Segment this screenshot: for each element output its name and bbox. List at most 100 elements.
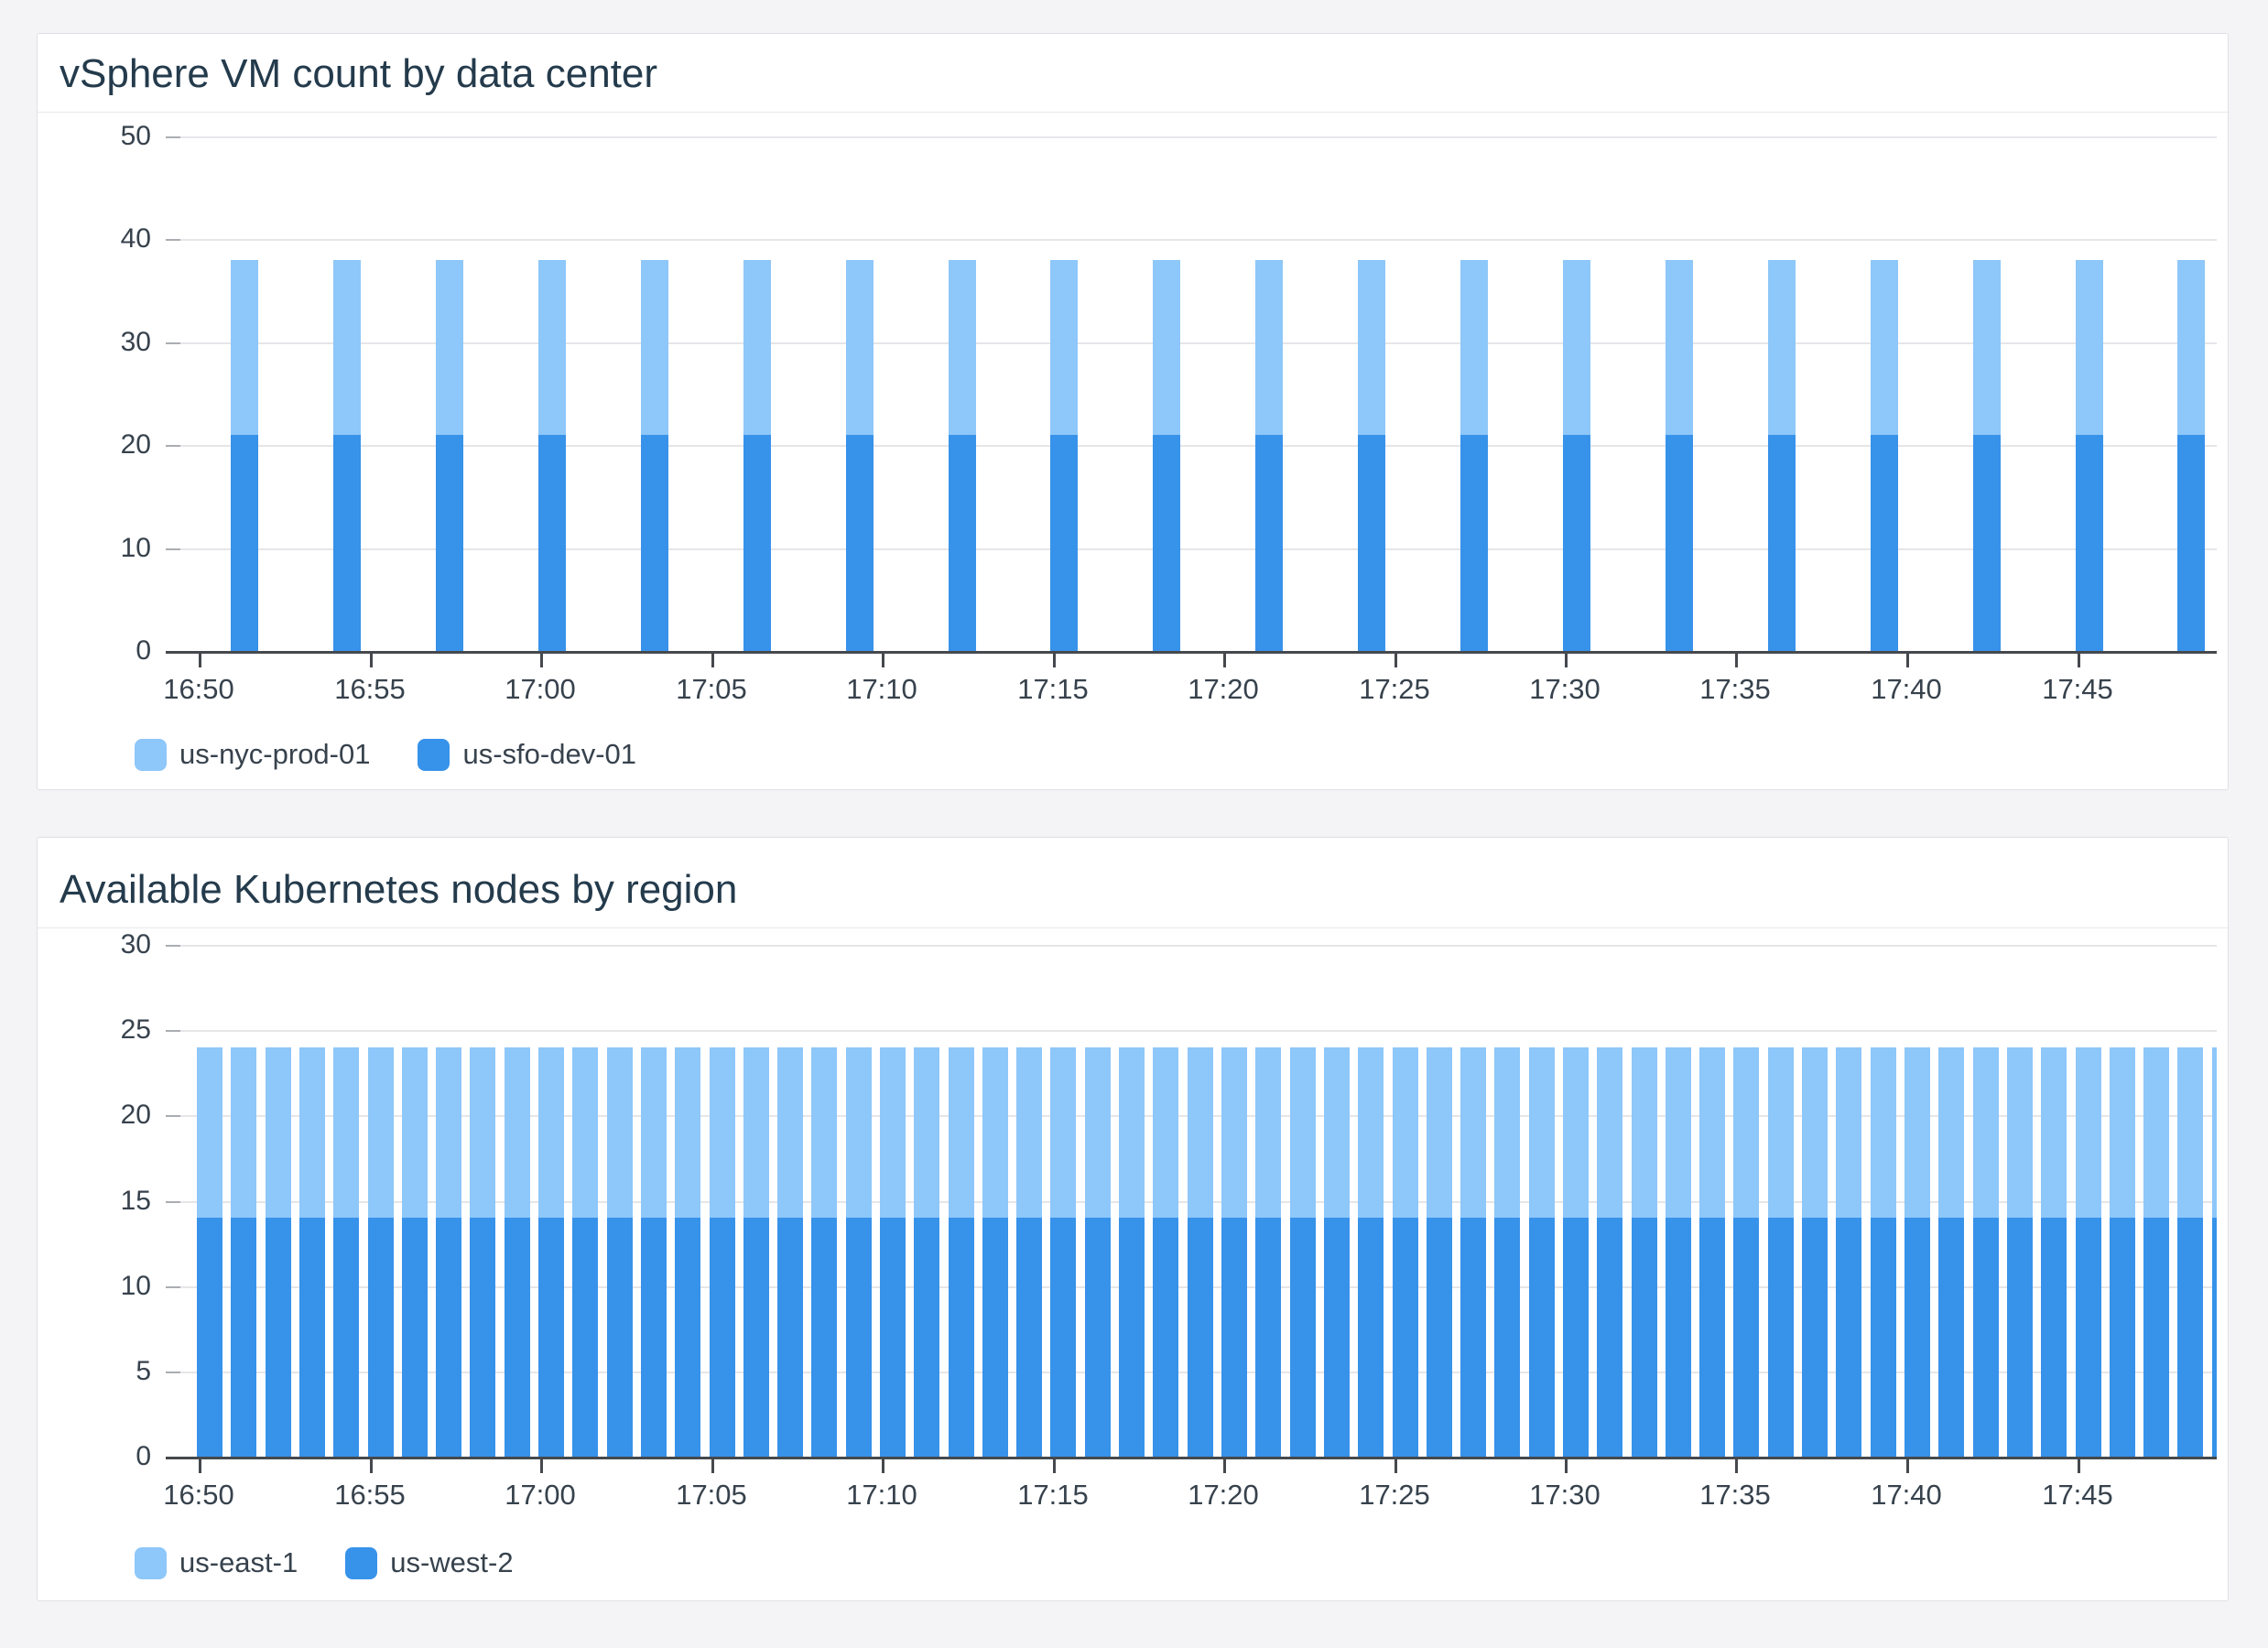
bar — [1494, 1047, 1520, 1457]
bar-segment-us-east-1 — [2041, 1047, 2067, 1218]
bar-segment-us-west-2 — [470, 1218, 495, 1457]
x-axis-label: 17:10 — [846, 1479, 917, 1511]
y-axis-tick — [166, 1030, 180, 1032]
bar-segment-us-west-2 — [2143, 1218, 2169, 1457]
x-axis-tick — [1735, 1459, 1738, 1473]
x-axis-tick — [1906, 1459, 1909, 1473]
y-axis-tick — [166, 1286, 180, 1288]
legend-label: us-sfo-dev-01 — [462, 738, 637, 770]
bar-segment-us-west-2 — [1085, 1218, 1111, 1457]
panel-title: vSphere VM count by data center — [60, 51, 658, 96]
bar — [1393, 1047, 1418, 1457]
legend-item-us-nyc-prod-01[interactable]: us-nyc-prod-01 — [135, 738, 370, 771]
bar — [2041, 1047, 2067, 1457]
bar-segment-us-east-1 — [1460, 1047, 1486, 1218]
x-axis-tick — [1565, 654, 1568, 667]
legend-swatch-icon — [135, 1546, 167, 1579]
bar-segment-us-east-1 — [1733, 1047, 1759, 1218]
legend-swatch-icon — [418, 738, 450, 771]
bar-segment-us-east-1 — [1393, 1047, 1418, 1218]
x-axis-label: 17:10 — [846, 673, 917, 705]
bar-segment-us-sfo-dev-01 — [1358, 435, 1385, 651]
panel-k8s-nodes: Available Kubernetes nodes by region 0 5 1… — [37, 837, 2229, 1601]
bar — [2177, 260, 2205, 651]
x-axis-tick — [1394, 654, 1397, 667]
bar-segment-us-east-1 — [1050, 1047, 1076, 1218]
legend-item-us-sfo-dev-01[interactable]: us-sfo-dev-01 — [418, 738, 636, 771]
bar-segment-us-nyc-prod-01 — [1255, 260, 1283, 435]
bar-segment-us-nyc-prod-01 — [2076, 260, 2103, 435]
bar-segment-us-east-1 — [914, 1047, 939, 1218]
bar-segment-us-sfo-dev-01 — [1153, 435, 1180, 651]
bar-segment-us-west-2 — [231, 1218, 256, 1457]
bar-segment-us-east-1 — [368, 1047, 394, 1218]
x-axis-tick — [370, 654, 373, 667]
x-axis-label: 17:20 — [1188, 1479, 1259, 1511]
bar-segment-us-west-2 — [1938, 1218, 1964, 1457]
bar-segment-us-east-1 — [1016, 1047, 1042, 1218]
bar-segment-us-nyc-prod-01 — [1460, 260, 1488, 435]
y-axis-label: 0 — [136, 635, 151, 666]
gridline — [166, 136, 2217, 138]
legend-item-us-east-1[interactable]: us-east-1 — [135, 1546, 298, 1579]
bar-segment-us-nyc-prod-01 — [1871, 260, 1898, 435]
bar-segment-us-sfo-dev-01 — [538, 435, 566, 651]
bar-segment-us-west-2 — [266, 1218, 291, 1457]
bar-segment-us-nyc-prod-01 — [1563, 260, 1590, 435]
gridline — [166, 239, 2217, 241]
bar — [1016, 1047, 1042, 1457]
bar-segment-us-nyc-prod-01 — [1666, 260, 1693, 435]
x-axis-label: 17:30 — [1529, 673, 1601, 705]
bar-segment-us-east-1 — [1085, 1047, 1111, 1218]
bar — [1188, 1047, 1213, 1457]
bar-segment-us-west-2 — [505, 1218, 530, 1457]
bar — [1358, 260, 1385, 651]
bar — [1733, 1047, 1759, 1457]
bar-segment-us-east-1 — [538, 1047, 564, 1218]
bar-segment-us-west-2 — [1973, 1218, 1999, 1457]
bar — [2212, 1047, 2217, 1457]
bar-segment-us-west-2 — [2110, 1218, 2135, 1457]
bar — [1153, 260, 1180, 651]
bar — [1324, 1047, 1350, 1457]
bar-segment-us-west-2 — [1597, 1218, 1622, 1457]
legend-item-us-west-2[interactable]: us-west-2 — [345, 1546, 514, 1579]
bar — [2110, 1047, 2135, 1457]
bar-segment-us-east-1 — [1427, 1047, 1452, 1218]
x-axis-tick — [199, 654, 201, 667]
bar — [1768, 1047, 1794, 1457]
panel-vsphere-vm-count: vSphere VM count by data center 0 10 20 30 4… — [37, 33, 2229, 790]
bar — [914, 1047, 939, 1457]
bar-segment-us-east-1 — [1699, 1047, 1725, 1218]
bar — [1290, 1047, 1316, 1457]
y-axis-tick — [166, 239, 180, 241]
bar-segment-us-west-2 — [641, 1218, 667, 1457]
bar-segment-us-sfo-dev-01 — [1255, 435, 1283, 651]
bar-segment-us-nyc-prod-01 — [2177, 260, 2205, 435]
bar-segment-us-nyc-prod-01 — [949, 260, 976, 435]
bar — [675, 1047, 700, 1457]
bar-segment-us-east-1 — [1666, 1047, 1691, 1218]
bar-segment-us-west-2 — [811, 1218, 837, 1457]
bar-segment-us-nyc-prod-01 — [333, 260, 361, 435]
bar-segment-us-east-1 — [1221, 1047, 1247, 1218]
y-axis-label: 5 — [136, 1356, 151, 1386]
bar — [1904, 1047, 1930, 1457]
x-axis-label: 17:35 — [1699, 1479, 1771, 1511]
bar-segment-us-west-2 — [1563, 1218, 1589, 1457]
legend-swatch-icon — [135, 738, 167, 771]
y-axis-tick — [166, 445, 180, 447]
bar — [2076, 260, 2103, 651]
bar — [1119, 1047, 1145, 1457]
x-axis-tick — [199, 1459, 201, 1473]
bar — [1563, 260, 1590, 651]
bar-segment-us-sfo-dev-01 — [1460, 435, 1488, 651]
bar-segment-us-east-1 — [1119, 1047, 1145, 1218]
legend-label: us-nyc-prod-01 — [179, 738, 371, 770]
gridline — [166, 548, 2217, 550]
bar-segment-us-nyc-prod-01 — [1153, 260, 1180, 435]
bar — [1085, 1047, 1111, 1457]
bar-segment-us-east-1 — [949, 1047, 974, 1218]
bar-segment-us-sfo-dev-01 — [2076, 435, 2103, 651]
bar-segment-us-west-2 — [914, 1218, 939, 1457]
